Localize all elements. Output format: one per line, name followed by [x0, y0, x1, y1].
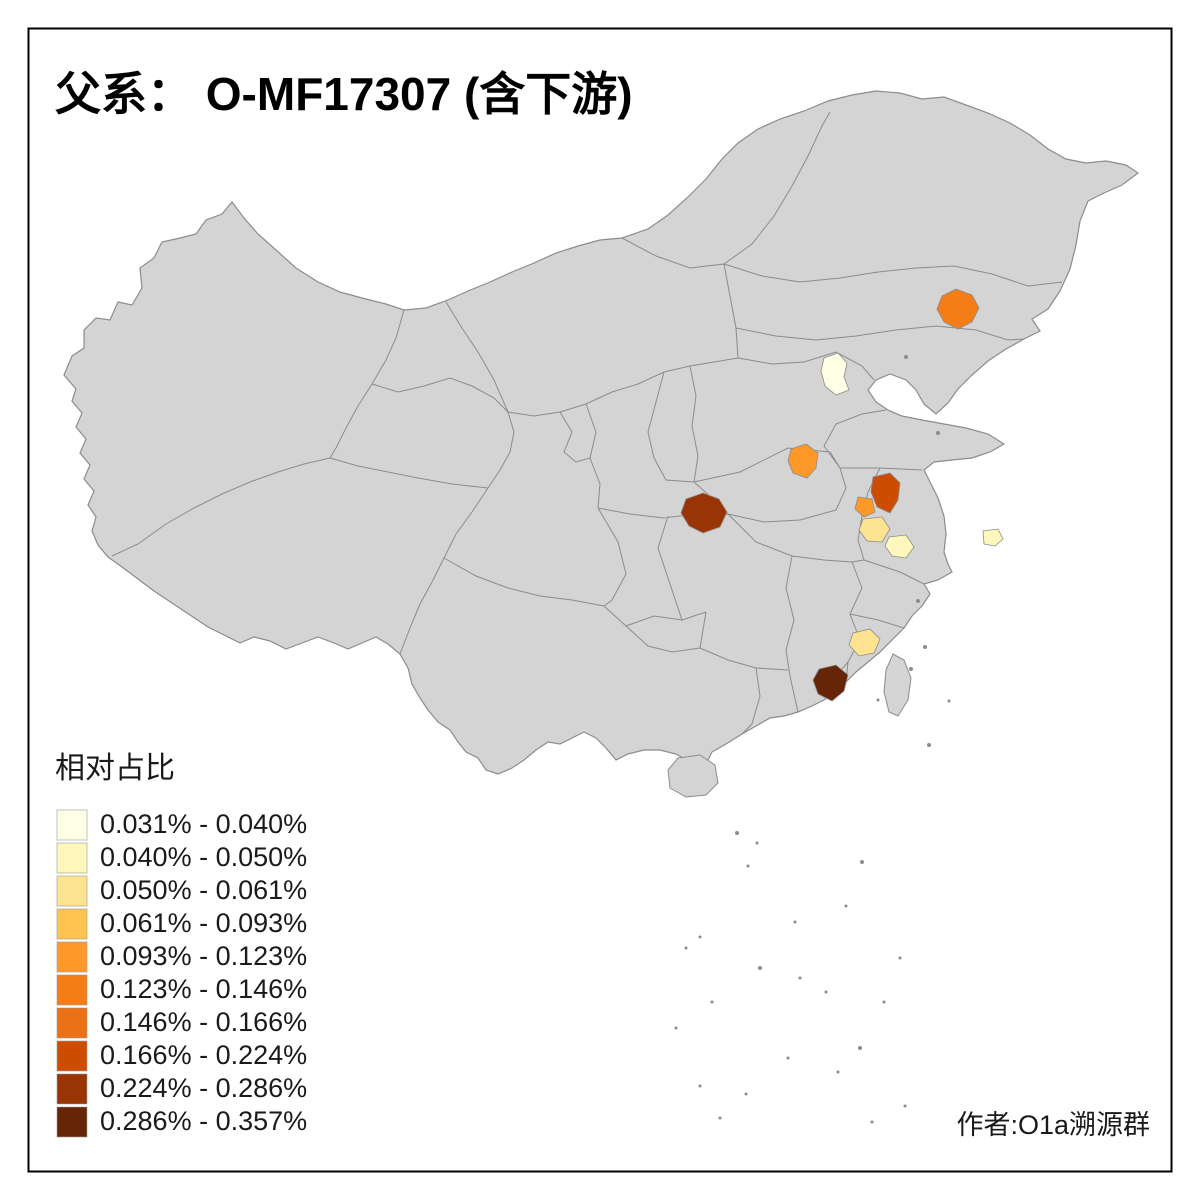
region-jiangsu-north: [870, 472, 901, 514]
islands: [667, 653, 912, 798]
author-credit: 作者:O1a溯源群: [956, 1110, 1150, 1140]
region-offshore-east: [982, 528, 1004, 547]
region-jiangsu-south: [858, 516, 891, 543]
map-title: 父系： O-MF17307 (含下游): [55, 68, 633, 120]
region-jiangsu-yangtze: [884, 534, 915, 559]
plot-frame: [27, 27, 1173, 1173]
legend-label-4: 0.061% - 0.093%: [100, 908, 307, 938]
region-fujian-coast: [848, 628, 881, 657]
legend-swatch-4: [56, 908, 88, 940]
taiwan-island: [883, 653, 912, 717]
legend-swatch-10: [56, 1106, 88, 1138]
legend-swatch-8: [56, 1040, 88, 1072]
highlighted-regions: [680, 288, 1004, 702]
south-china-sea-islands: [674, 831, 907, 1124]
legend-label-8: 0.166% - 0.224%: [100, 1040, 307, 1070]
legend-swatch-9: [56, 1073, 88, 1105]
region-beijing-area: [820, 352, 850, 396]
china-mainland: [63, 90, 1140, 779]
legend-swatch-1: [56, 809, 88, 841]
region-shaanxi-guanzhong: [680, 492, 728, 534]
region-guangdong-chaoshan: [812, 664, 849, 702]
legend-label-3: 0.050% - 0.061%: [100, 875, 307, 905]
legend-label-10: 0.286% - 0.357%: [100, 1106, 307, 1136]
legend-label-2: 0.040% - 0.050%: [100, 842, 307, 872]
region-jiangsu-central: [854, 496, 876, 518]
region-northeast-jilin: [936, 288, 980, 330]
legend-swatch-7: [56, 1007, 88, 1039]
legend-swatch-6: [56, 974, 88, 1006]
legend-label-1: 0.031% - 0.040%: [100, 809, 307, 839]
legend-label-7: 0.146% - 0.166%: [100, 1007, 307, 1037]
coastal-islands: [876, 355, 951, 747]
legend-label-5: 0.093% - 0.123%: [100, 941, 307, 971]
legend-label-9: 0.224% - 0.286%: [100, 1073, 307, 1103]
legend: 相对占比 0.031% - 0.040% 0.040% - 0.050% 0.0…: [55, 752, 307, 1138]
region-central-henan: [787, 443, 819, 479]
legend-title: 相对占比: [55, 752, 175, 785]
legend-swatch-2: [56, 842, 88, 874]
legend-swatch-3: [56, 875, 88, 907]
legend-swatch-5: [56, 941, 88, 973]
hainan-island: [667, 754, 719, 798]
legend-label-6: 0.123% - 0.146%: [100, 974, 307, 1004]
